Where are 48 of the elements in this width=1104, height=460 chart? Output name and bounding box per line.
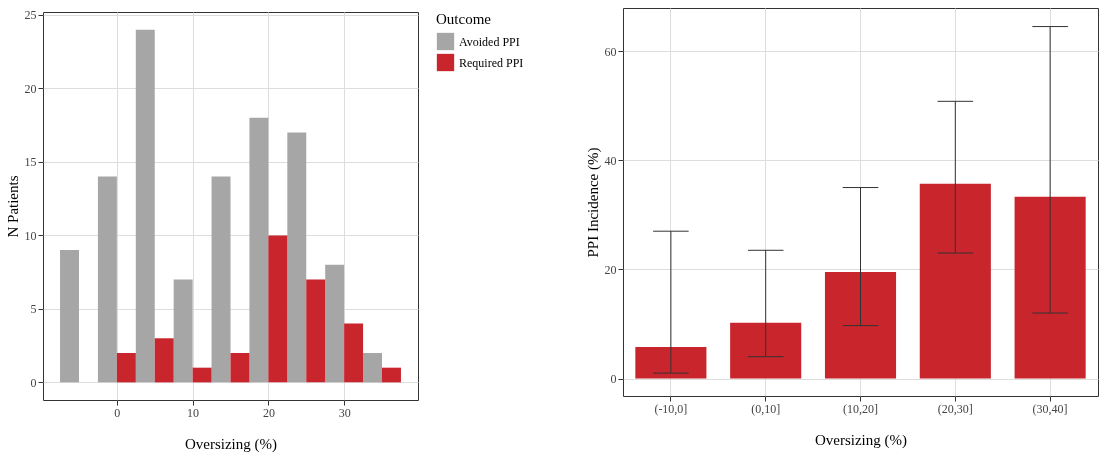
- x-axis-title: Oversizing (%): [184, 435, 278, 453]
- bar: [287, 132, 307, 383]
- x-tick-label: (-10,0]: [654, 401, 688, 416]
- bar: [173, 279, 193, 383]
- bar: [268, 235, 288, 383]
- y-tick-label: 0: [30, 375, 37, 390]
- bar: [344, 323, 364, 383]
- x-tick-label: 20: [262, 405, 275, 420]
- x-tick-label: 10: [187, 405, 200, 420]
- bar: [730, 322, 802, 379]
- bar: [230, 352, 250, 383]
- bar: [1014, 196, 1086, 379]
- x-tick-label: 30: [338, 405, 351, 420]
- x-tick-label: (10,20]: [843, 401, 878, 416]
- y-tick-label: 0: [610, 372, 617, 387]
- bar: [154, 338, 174, 383]
- bar: [306, 279, 326, 383]
- bar: [363, 352, 383, 383]
- legend-title: Outcome: [436, 11, 492, 27]
- bar: [635, 346, 707, 379]
- bar: [824, 272, 897, 379]
- y-tick-label: 10: [24, 228, 37, 243]
- x-axis-title: Oversizing (%): [814, 431, 908, 449]
- bar: [325, 264, 345, 383]
- bar: [97, 176, 117, 383]
- x-tick-label: (0,10]: [751, 401, 781, 416]
- y-tick-label: 5: [30, 302, 37, 317]
- bar: [382, 367, 401, 383]
- legend-label: Required PPI: [459, 55, 524, 70]
- legend-label: Avoided PPI: [459, 34, 520, 49]
- bar: [135, 29, 155, 383]
- x-tick-label: (20,30]: [937, 401, 973, 416]
- y-tick-label: 60: [604, 44, 617, 59]
- bar: [116, 352, 136, 383]
- x-tick-label: 0: [114, 405, 121, 420]
- y-axis-title: PPI Incidence (%): [584, 147, 602, 258]
- x-tick-label: (30,40]: [1032, 401, 1068, 416]
- y-tick-label: 15: [24, 155, 37, 170]
- y-tick-label: 40: [604, 153, 617, 168]
- bar: [919, 183, 991, 379]
- y-axis-title: N Patients: [4, 175, 21, 238]
- bar: [60, 250, 79, 383]
- y-tick-label: 25: [24, 8, 37, 23]
- bar: [249, 117, 269, 383]
- y-tick-label: 20: [604, 262, 617, 277]
- bar: [211, 176, 231, 383]
- bar: [192, 367, 212, 383]
- y-tick-label: 20: [24, 81, 37, 96]
